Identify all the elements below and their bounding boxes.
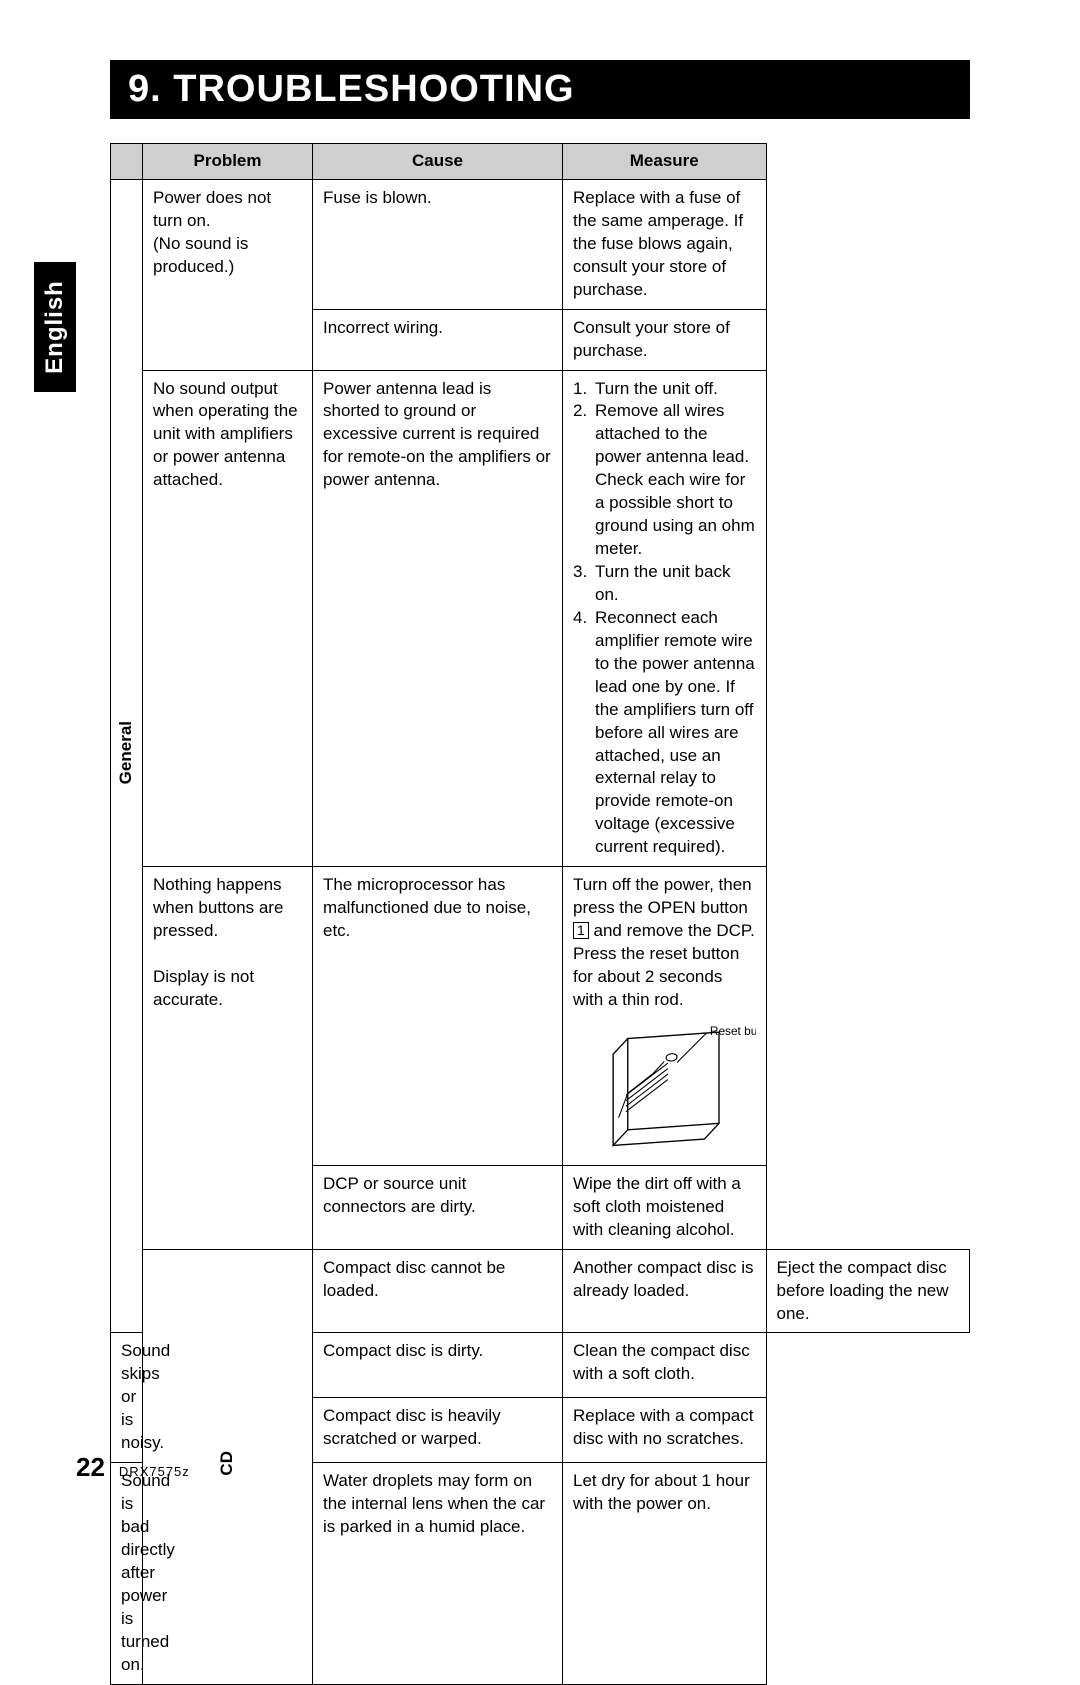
problem-cell: Nothing happens when buttons are pressed… [143,867,313,1249]
measure-cell: Replace with a compact disc with no scra… [563,1398,767,1463]
cause-cell: Incorrect wiring. [313,309,563,370]
section-title: 9. TROUBLESHOOTING [128,68,952,111]
measure-text: and remove the DCP. Press the reset butt… [573,921,755,1009]
table-row: No sound output when operating the unit … [111,370,970,867]
language-tab: English [34,262,76,392]
measure-cell: Turn off the power, then press the OPEN … [563,867,767,1166]
measure-step: Remove all wires attached to the power a… [595,400,756,561]
cause-cell: Compact disc is dirty. [313,1333,563,1398]
page-footer: 22 DRX7575z [76,1452,190,1483]
header-cause: Cause [313,144,563,180]
cause-cell: Fuse is blown. [313,179,563,309]
troubleshooting-table: Problem Cause Measure General Power does… [110,143,970,1685]
measure-cell: Let dry for about 1 hour with the power … [563,1463,767,1684]
category-general: General [111,179,143,1333]
measure-cell: Wipe the dirt off with a soft cloth mois… [563,1165,767,1249]
cause-cell: Compact disc is heavily scratched or war… [313,1398,563,1463]
measure-cell: Replace with a fuse of the same amperage… [563,179,767,309]
problem-cell: Sound skips or is noisy. [111,1333,143,1463]
table-row: Nothing happens when buttons are pressed… [111,867,970,1166]
header-measure: Measure [563,144,767,180]
category-general-label: General [115,721,138,784]
page-number: 22 [76,1452,105,1483]
cause-cell: Water droplets may form on the internal … [313,1463,563,1684]
cause-cell: DCP or source unit connectors are dirty. [313,1165,563,1249]
language-tab-label: English [41,280,69,374]
open-button-indicator: 1 [573,922,589,939]
category-cd-label: CD [216,1451,239,1476]
reset-button-illustration: Reset button [573,1018,756,1158]
measure-step: Reconnect each amplifier remote wire to … [595,607,756,859]
model-number: DRX7575z [119,1464,190,1479]
problem-cell: Compact disc cannot be loaded. [313,1249,563,1333]
problem-cell: Sound is bad directly after power is tur… [111,1463,143,1684]
problem-cell: No sound output when operating the unit … [143,370,313,867]
table-row: General Power does not turn on. (No soun… [111,179,970,309]
table-row: CD Compact disc cannot be loaded. Anothe… [111,1249,970,1333]
cause-cell: Power antenna lead is shorted to ground … [313,370,563,867]
measure-step: Turn the unit off. [595,378,718,401]
header-problem: Problem [143,144,313,180]
section-title-bar: 9. TROUBLESHOOTING [110,60,970,119]
problem-cell: Power does not turn on. (No sound is pro… [143,179,313,370]
header-category-blank [111,144,143,180]
reset-button-label: Reset button [710,1024,756,1038]
measure-step: Turn the unit back on. [595,561,756,607]
cause-cell: Another compact disc is already loaded. [563,1249,767,1333]
measure-cell: 1.Turn the unit off. 2.Remove all wires … [563,370,767,867]
measure-cell: Clean the compact disc with a soft cloth… [563,1333,767,1398]
measure-cell: Eject the compact disc before loading th… [766,1249,970,1333]
measure-cell: Consult your store of purchase. [563,309,767,370]
measure-text: Turn off the power, then press the OPEN … [573,875,752,917]
table-header-row: Problem Cause Measure [111,144,970,180]
cause-cell: The microprocessor has malfunctioned due… [313,867,563,1166]
